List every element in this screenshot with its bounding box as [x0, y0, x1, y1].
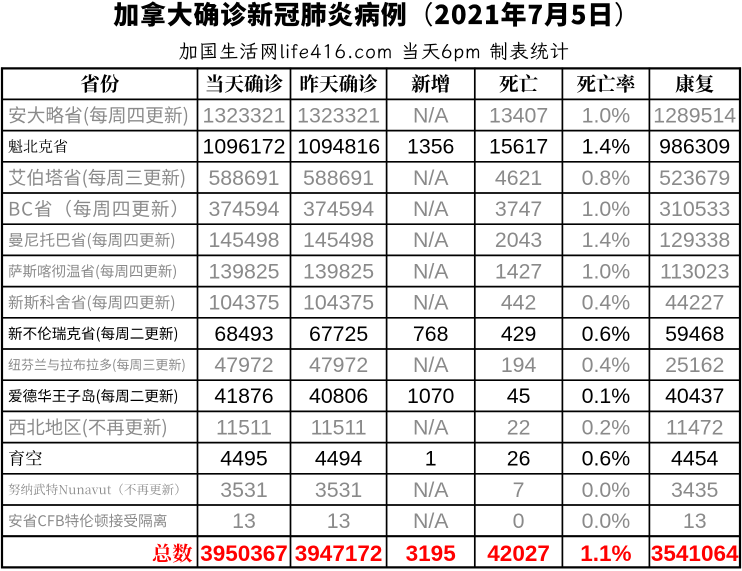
- svg-text:0.0%: 0.0%: [582, 509, 631, 533]
- svg-text:3947172: 3947172: [295, 541, 383, 566]
- svg-text:194: 194: [501, 353, 537, 377]
- svg-text:3747: 3747: [495, 197, 542, 221]
- svg-text:N/A: N/A: [413, 291, 449, 315]
- svg-text:1323321: 1323321: [203, 103, 286, 127]
- svg-text:N/A: N/A: [413, 197, 449, 221]
- svg-text:1094816: 1094816: [297, 135, 380, 159]
- svg-text:N/A: N/A: [413, 415, 449, 439]
- svg-text:44227: 44227: [665, 291, 724, 315]
- svg-text:47972: 47972: [309, 353, 368, 377]
- svg-text:13: 13: [327, 509, 351, 533]
- svg-text:3531: 3531: [220, 478, 267, 502]
- svg-text:40437: 40437: [665, 384, 724, 408]
- svg-text:26: 26: [507, 447, 531, 471]
- svg-text:139825: 139825: [303, 259, 374, 283]
- svg-text:0: 0: [513, 509, 525, 533]
- svg-text:0.4%: 0.4%: [582, 291, 631, 315]
- svg-text:0.8%: 0.8%: [582, 166, 631, 190]
- svg-text:3435: 3435: [671, 478, 718, 502]
- svg-text:374594: 374594: [303, 197, 374, 221]
- svg-text:2043: 2043: [495, 228, 542, 252]
- svg-text:3195: 3195: [406, 541, 456, 566]
- svg-text:1.4%: 1.4%: [582, 228, 631, 252]
- svg-text:0.4%: 0.4%: [582, 353, 631, 377]
- svg-text:11472: 11472: [666, 415, 724, 439]
- svg-text:N/A: N/A: [413, 509, 449, 533]
- svg-text:104375: 104375: [208, 291, 279, 315]
- svg-text:104375: 104375: [303, 291, 374, 315]
- svg-text:68493: 68493: [214, 322, 273, 346]
- svg-text:11511: 11511: [311, 415, 367, 439]
- svg-text:1.0%: 1.0%: [582, 103, 631, 127]
- svg-text:1427: 1427: [495, 259, 542, 283]
- svg-text:13: 13: [232, 509, 256, 533]
- svg-text:N/A: N/A: [413, 259, 449, 283]
- svg-text:310533: 310533: [659, 197, 730, 221]
- svg-text:1289514: 1289514: [653, 103, 736, 127]
- svg-text:13407: 13407: [489, 103, 548, 127]
- svg-text:41876: 41876: [214, 384, 273, 408]
- svg-text:1.4%: 1.4%: [582, 135, 631, 159]
- svg-text:1096172: 1096172: [203, 135, 286, 159]
- svg-text:1323321: 1323321: [297, 103, 380, 127]
- svg-text:1070: 1070: [407, 384, 455, 408]
- svg-text:N/A: N/A: [413, 103, 449, 127]
- svg-text:0.6%: 0.6%: [582, 447, 631, 471]
- svg-text:986309: 986309: [659, 135, 730, 159]
- svg-text:145498: 145498: [208, 228, 279, 252]
- svg-text:7: 7: [513, 478, 525, 502]
- svg-text:139825: 139825: [208, 259, 279, 283]
- svg-text:59468: 59468: [665, 322, 724, 346]
- svg-text:1.1%: 1.1%: [580, 541, 631, 566]
- svg-text:25162: 25162: [665, 353, 724, 377]
- svg-text:40806: 40806: [309, 384, 368, 408]
- svg-text:N/A: N/A: [413, 166, 449, 190]
- svg-text:129338: 129338: [659, 228, 730, 252]
- svg-text:523679: 523679: [659, 166, 730, 190]
- svg-text:4495: 4495: [220, 447, 267, 471]
- svg-text:442: 442: [501, 291, 537, 315]
- svg-text:588691: 588691: [208, 166, 279, 190]
- svg-text:42027: 42027: [487, 541, 550, 566]
- svg-text:0.2%: 0.2%: [582, 415, 631, 439]
- svg-text:1.0%: 1.0%: [582, 197, 631, 221]
- svg-text:588691: 588691: [303, 166, 374, 190]
- svg-text:1: 1: [425, 447, 437, 471]
- svg-text:113023: 113023: [660, 259, 730, 283]
- svg-text:4454: 4454: [671, 447, 719, 471]
- svg-text:45: 45: [507, 384, 531, 408]
- svg-text:3531: 3531: [315, 478, 362, 502]
- svg-text:768: 768: [413, 322, 449, 346]
- svg-text:22: 22: [507, 415, 531, 439]
- svg-text:1.0%: 1.0%: [582, 259, 631, 283]
- svg-text:0.6%: 0.6%: [582, 322, 631, 346]
- svg-text:4494: 4494: [315, 447, 363, 471]
- svg-text:0.1%: 0.1%: [582, 384, 631, 408]
- svg-text:0.0%: 0.0%: [582, 478, 631, 502]
- svg-text:145498: 145498: [303, 228, 374, 252]
- svg-text:1356: 1356: [407, 135, 454, 159]
- svg-text:67725: 67725: [309, 322, 368, 346]
- svg-text:4621: 4621: [495, 166, 542, 190]
- svg-text:47972: 47972: [214, 353, 273, 377]
- svg-text:3950367: 3950367: [200, 541, 288, 566]
- svg-text:15617: 15617: [489, 135, 548, 159]
- svg-text:11511: 11511: [216, 415, 272, 439]
- svg-text:N/A: N/A: [413, 353, 449, 377]
- svg-text:N/A: N/A: [413, 478, 449, 502]
- svg-text:N/A: N/A: [413, 228, 449, 252]
- svg-text:429: 429: [501, 322, 537, 346]
- svg-text:13: 13: [683, 509, 707, 533]
- svg-text:3541064: 3541064: [651, 541, 739, 566]
- svg-text:374594: 374594: [208, 197, 279, 221]
